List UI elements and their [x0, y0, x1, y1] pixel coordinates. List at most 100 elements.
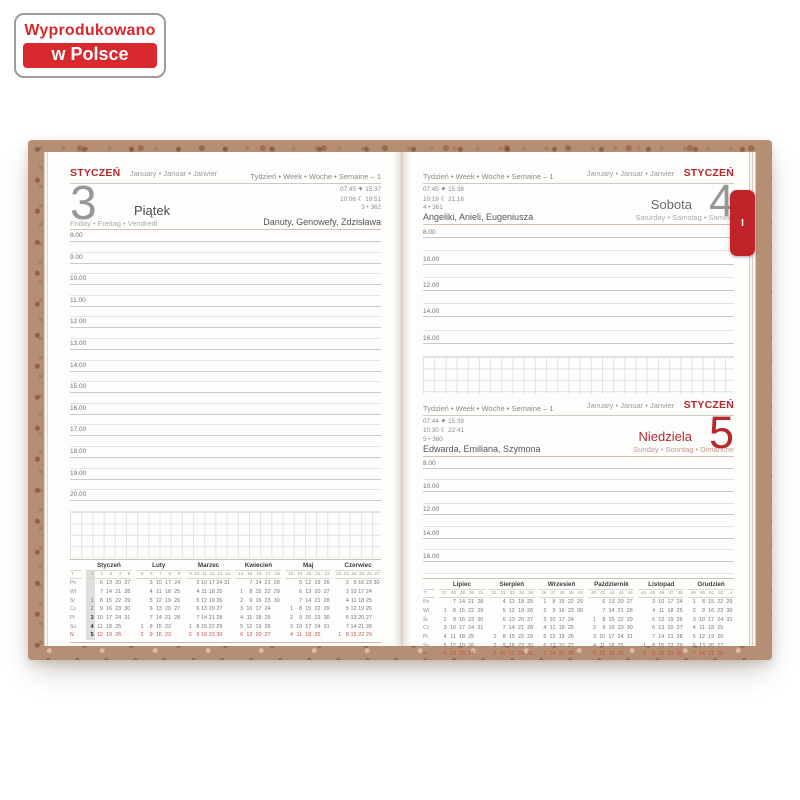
- sun-moon-info: 07:45 ☀ 15:38 10:19 ☾ 21:16 4 • 361: [423, 185, 464, 213]
- made-in-poland-badge: Wyprodukowano w Polsce: [14, 13, 166, 78]
- hour-label: 8.00: [423, 229, 436, 237]
- hour-label: 16.00: [70, 404, 87, 412]
- month-name-langs: January • Januar • Janvier: [586, 169, 675, 178]
- month-title: STYCZEŃ January • Januar • Janvier: [70, 163, 217, 181]
- mini-month-name: Listopad: [648, 580, 675, 588]
- hour-row: 16.00: [423, 331, 734, 344]
- name-days: Angeliki, Anieli, Eugeniusza: [423, 212, 534, 222]
- hour-row: 20.00: [70, 490, 381, 512]
- day-of-year: 3 • 362: [361, 204, 381, 211]
- hour-label: 9.00: [70, 253, 83, 261]
- sun-moon-info: 07:45 ☀ 15:37 10:06 ☾ 19:51 3 • 362: [340, 185, 381, 213]
- hour-label: 8.00: [423, 459, 436, 467]
- weekday-label: Pt: [423, 634, 428, 640]
- mini-month: Grudzień 49 50 51 52 1 1 8 15 22 29 2 9 16 23 30 3 10 17 24…: [688, 580, 734, 659]
- hour-label: 10.00: [423, 255, 440, 263]
- hour-row: 18.00: [70, 447, 381, 469]
- page-stack-edge-left: [44, 152, 48, 646]
- sunset-time: 15:39: [448, 417, 464, 425]
- week-number-text: Tydzień • Week • Woche • Semaine – 1: [423, 172, 554, 181]
- month-name-langs: January • Januar • Janvier: [129, 169, 218, 178]
- mini-month-name: Wrzesień: [547, 580, 576, 588]
- month-name-langs: January • Januar • Janvier: [586, 400, 675, 410]
- hour-label: 8.00: [70, 232, 83, 239]
- mini-month: Listopad 44 45 46 47 48 3 10 17 24 4 11 18 25 5 12 19 26 6…: [638, 580, 685, 659]
- page-header-friday: STYCZEŃ January • Januar • Janvier Tydzi…: [70, 167, 381, 184]
- weekday-label: Pn: [70, 580, 77, 587]
- moonrise-time: 10:30: [423, 427, 439, 435]
- hour-row: [423, 291, 734, 305]
- sun-icon: ☀: [357, 185, 364, 193]
- sun-icon: ☀: [440, 416, 447, 425]
- day-name-pl: Piątek: [134, 203, 171, 218]
- sunset-time: 15:38: [448, 186, 464, 193]
- badge-line1: Wyprodukowano: [24, 22, 156, 39]
- mini-month: Marzec 9 10 11 12 13 14 3 10 17 24 31 4 11 18 25 5 12 19 26…: [185, 561, 232, 640]
- hour-row: 10.00: [423, 251, 734, 265]
- weekday-label: So: [423, 642, 430, 649]
- mini-month-name: Sierpień: [499, 580, 525, 588]
- weekday-label: Śr: [70, 597, 75, 604]
- hour-row: 10.00: [423, 480, 734, 492]
- hour-row: 9.00: [70, 253, 381, 275]
- mini-month: Sierpień 31 32 33 34 35 4 11 18 25 5 12 19 26 6 13 20 27 7…: [488, 580, 535, 659]
- month-tab-label: I: [741, 217, 744, 229]
- mini-month: Kwiecień 14 15 16 17 18 7 14 21 28 1 8 15 22 29 2 9 16 23 3…: [235, 561, 282, 640]
- hour-row: [423, 539, 734, 551]
- weekday-labels-column: T Pn Wt Śr Cz Pt So N: [423, 580, 435, 659]
- mini-month-name: Grudzień: [697, 580, 725, 588]
- sunrise-time: 07:45: [340, 186, 356, 193]
- page-header-saturday: Tydzień • Week • Woche • Semaine – 1 Jan…: [423, 167, 734, 184]
- hour-label: 18.00: [70, 447, 87, 455]
- month-title: January • Januar • Janvier STYCZEŃ: [587, 163, 734, 181]
- page-friday: STYCZEŃ January • Januar • Janvier Tydzi…: [44, 152, 393, 646]
- mini-month: Październik 40 41 42 43 44 6 13 20 27 7 14 21 28 1 8 15 2…: [588, 580, 635, 659]
- day-header-sunday: 5 07:44 ☀ 15:39 10:30 ☾ 22:41 5 • 360 Ni…: [423, 407, 734, 457]
- badge-line2: w Polsce: [23, 43, 157, 68]
- weekday-label: Cz: [423, 625, 430, 632]
- mini-month: Luty 5 6 7 8 9 3 10 17 24 4 11 18 25 5 12 19 26 6 13 20 27 7 14…: [135, 561, 182, 640]
- hour-label: 19.00: [70, 469, 87, 477]
- hour-row: 8.00: [423, 225, 734, 239]
- hour-row: [423, 344, 734, 357]
- mini-month: Wrzesień 36 37 38 39 40 1 8 15 22 29 2 9 16 23 30 3 10 17 2…: [538, 580, 585, 659]
- open-pages: STYCZEŃ January • Januar • Janvier Tydzi…: [44, 152, 756, 663]
- hour-row: 14.00: [70, 361, 381, 383]
- day-number: 4: [708, 175, 734, 226]
- page-stack-edge-right: [749, 152, 756, 646]
- moon-icon: ☾: [440, 194, 447, 203]
- hour-row: 14.00: [423, 304, 734, 318]
- hour-label: 12.00: [70, 318, 87, 326]
- day-of-year: 5 • 360: [423, 435, 443, 443]
- hour-row: 17.00: [70, 425, 381, 447]
- hour-row: 11.00: [70, 296, 381, 318]
- hour-label: 14.00: [423, 529, 440, 537]
- moonrise-time: 10:06: [340, 195, 356, 203]
- hour-row: 12.00: [423, 504, 734, 516]
- hour-row: [423, 562, 734, 574]
- weekday-label: Wt: [70, 588, 77, 595]
- month-title: January • Januar • Janvier STYCZEŃ: [587, 395, 734, 413]
- hour-label: 12.00: [423, 281, 440, 289]
- day-name-langs: Saturday • Samstag • Samedi: [635, 213, 734, 222]
- day-name-langs: Friday • Freitag • Vendredi: [70, 219, 158, 228]
- hour-label: 17.00: [70, 426, 87, 434]
- hour-row: [423, 469, 734, 481]
- hour-row: 16.00: [70, 404, 381, 426]
- book-gutter: [393, 152, 411, 646]
- sunrise-time: 07:45: [423, 186, 439, 193]
- mini-month: Styczeń 1 2 3 4 5 6 13 20 27 7 14 21 28 1 8 15 22 29 2 9 16 23…: [86, 561, 132, 641]
- hour-row: [423, 317, 734, 331]
- weekday-label: N: [423, 651, 427, 658]
- hour-row: 8.00: [70, 231, 381, 253]
- moonrise-time: 10:19: [423, 195, 439, 203]
- hour-row: 19.00: [70, 469, 381, 491]
- day-name-pl: Niedziela: [638, 428, 692, 444]
- notes-grid-friday: [70, 511, 381, 558]
- weekday-label: Śr: [423, 616, 428, 623]
- hour-row: 16.00: [423, 550, 734, 563]
- month-name-pl: STYCZEŃ: [683, 398, 734, 411]
- sun-moon-info: 07:44 ☀ 15:39 10:30 ☾ 22:41 5 • 360: [423, 417, 464, 445]
- mini-calendar-jan-jun: T Pn Wt Śr Cz Pt So N Styczeń 1 2 3 4 5 6 13 20 27 7 14 21 28…: [70, 558, 381, 644]
- mini-month: Czerwiec 22 23 24 25 26 27 2 9 16 23 30 3 10 17 24 4 11 18…: [335, 561, 381, 639]
